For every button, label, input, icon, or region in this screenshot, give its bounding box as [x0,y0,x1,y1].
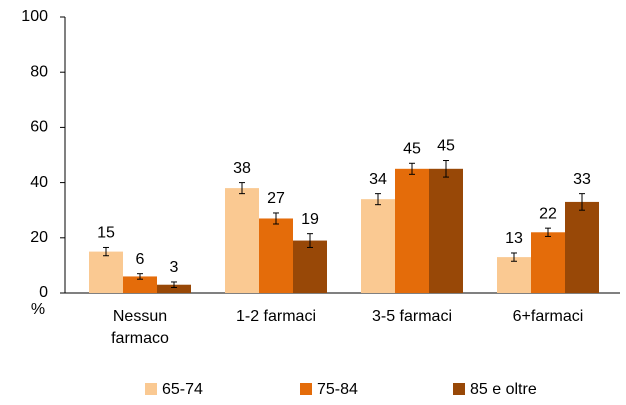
bar [429,168,463,293]
y-axis-label: % [31,301,45,318]
x-tick-label: 6+farmaci [512,308,584,325]
data-label: 38 [233,160,251,177]
data-label: 19 [301,211,319,228]
data-label: 6 [136,251,145,268]
data-label: 45 [403,140,421,157]
bar [89,251,123,293]
y-tick-label: 80 [30,63,48,80]
bar [395,168,429,293]
error-bar [409,162,415,175]
legend-label: 75-84 [317,381,358,398]
error-bar [273,212,279,225]
legend-swatch [300,383,312,395]
bar [157,284,191,293]
legend-label: 65-74 [162,381,203,398]
legend-swatch [145,383,157,395]
error-bar [307,233,313,248]
x-tick-label-box: 3-5 farmaci [371,308,453,325]
data-label: 34 [369,171,387,188]
bar [565,201,599,293]
data-label: 13 [505,230,523,247]
bar [123,276,157,293]
legend-swatch [453,383,465,395]
error-bar [545,227,551,237]
error-bar [103,246,109,257]
error-bar [579,193,585,211]
y-tick-label: 60 [30,119,48,136]
x-tick-label: 3-5 farmaci [371,308,453,325]
bar [497,257,531,293]
error-bar [511,252,517,262]
error-bar [443,160,449,178]
x-tick-label: Nessun farmaco [111,308,169,347]
bar [531,232,565,293]
data-label: 15 [97,225,115,242]
data-label: 45 [437,138,455,155]
bar [259,218,293,293]
error-bar [171,281,177,288]
bar [293,240,327,293]
data-label: 33 [573,171,591,188]
error-bar [375,193,381,206]
data-label: 27 [267,190,285,207]
y-tick-label: 20 [30,229,48,246]
x-tick-label-box: 1-2 farmaci [235,308,317,325]
data-label: 3 [170,259,179,276]
x-tick-label-box: Nessun farmaco [111,308,169,347]
bar [361,199,395,293]
legend-label: 85 e oltre [470,381,537,398]
error-bar [239,182,245,195]
error-bar [137,273,143,280]
bar [225,188,259,293]
y-tick-label: 100 [21,8,48,25]
data-label: 22 [539,205,557,222]
x-tick-label: 1-2 farmaci [235,308,317,325]
x-tick-label-box: 6+farmaci [512,308,584,325]
y-tick-label: 40 [30,174,48,191]
y-tick-label: 0 [39,284,48,301]
